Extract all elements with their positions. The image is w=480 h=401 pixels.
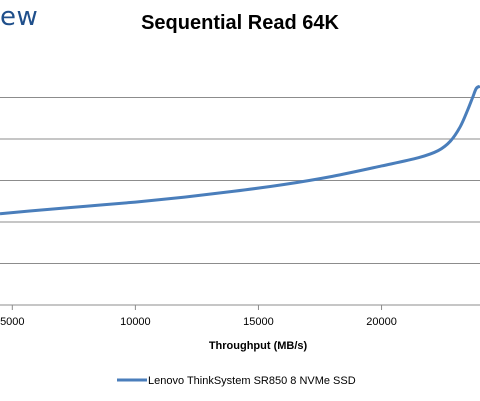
x-axis-title: Throughput (MB/s) bbox=[209, 340, 308, 352]
legend: Lenovo ThinkSystem SR850 8 NVMe SSD bbox=[117, 375, 356, 387]
x-tick-label-0: 5000 bbox=[0, 316, 24, 328]
x-tick-label-2: 15000 bbox=[243, 316, 274, 328]
series-line-0 bbox=[0, 84, 480, 216]
gridlines bbox=[0, 97, 480, 306]
chart-title: Sequential Read 64K bbox=[141, 12, 339, 34]
series-group bbox=[0, 84, 480, 216]
x-tick-labels: 5000 10000 15000 20000 bbox=[0, 305, 397, 328]
legend-label: Lenovo ThinkSystem SR850 8 NVMe SSD bbox=[148, 375, 356, 387]
x-tick-label-3: 20000 bbox=[366, 316, 397, 328]
x-tick-label-1: 10000 bbox=[120, 316, 151, 328]
logo-fragment: ew bbox=[0, 2, 39, 32]
